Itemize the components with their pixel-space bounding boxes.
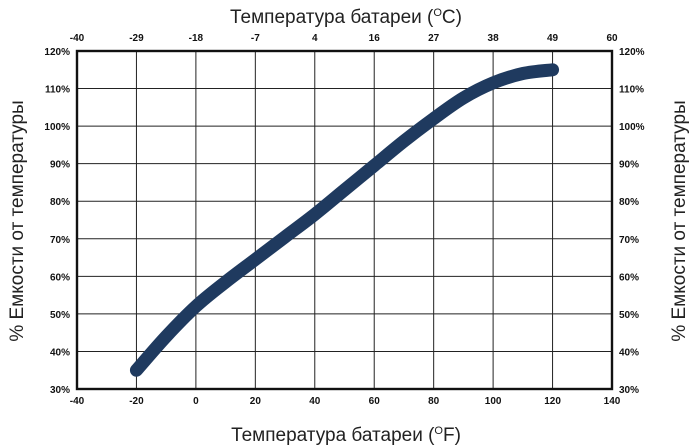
x2-tick-label: 49 xyxy=(547,33,559,44)
x-tick-label: 120 xyxy=(544,396,561,407)
x2-tick-label: -29 xyxy=(129,33,144,44)
y2-tick-label: 30% xyxy=(619,385,639,396)
x-tick-label: 100 xyxy=(485,396,502,407)
x-tick-label: 60 xyxy=(369,396,381,407)
y2-tick-label: 80% xyxy=(619,197,639,208)
tick-labels: -40 -20 0 20 40 60 80 100 120 140 -40 -29 -18 -7 4 16 27… xyxy=(44,33,644,407)
y-axis-title: % Емкости от температуры xyxy=(7,100,28,341)
y-tick-label: 40% xyxy=(50,347,70,358)
x-tick-label: -40 xyxy=(70,396,85,407)
x2-tick-label: 27 xyxy=(428,33,440,44)
y2-tick-label: 60% xyxy=(619,272,639,283)
x2-tick-label: -7 xyxy=(251,33,260,44)
y-tick-label: 80% xyxy=(50,197,70,208)
y2-tick-label: 110% xyxy=(619,85,644,96)
y-tick-label: 90% xyxy=(50,160,70,171)
x2-axis-title: Температура батареи (OC) xyxy=(230,7,462,28)
x-tick-label: 140 xyxy=(604,396,621,407)
y-tick-label: 110% xyxy=(45,85,70,96)
x2-tick-label: 4 xyxy=(312,33,318,44)
x-tick-label: -20 xyxy=(129,396,144,407)
x2-tick-label: 16 xyxy=(369,33,381,44)
y2-axis-title: % Емкости от температуры xyxy=(669,100,690,341)
y-tick-label: 60% xyxy=(50,272,70,283)
y2-tick-label: 90% xyxy=(619,160,639,171)
y-tick-label: 100% xyxy=(44,122,70,133)
x-tick-label: 40 xyxy=(309,396,321,407)
y-tick-label: 50% xyxy=(50,310,70,321)
y2-tick-label: 40% xyxy=(619,347,639,358)
y2-tick-label: 70% xyxy=(619,235,639,246)
x2-tick-label: -40 xyxy=(70,33,85,44)
x-tick-label: 20 xyxy=(250,396,262,407)
y-tick-label: 70% xyxy=(50,235,70,246)
y-tick-label: 30% xyxy=(50,385,70,396)
y2-tick-label: 120% xyxy=(619,47,645,58)
x-tick-label: 0 xyxy=(193,396,199,407)
x-axis-title: Температура батареи (OF) xyxy=(231,425,461,445)
x2-tick-label: -18 xyxy=(189,33,204,44)
x2-tick-label: 38 xyxy=(488,33,500,44)
x-tick-label: 80 xyxy=(428,396,440,407)
series-line xyxy=(136,70,552,370)
x2-tick-label: 60 xyxy=(606,33,618,44)
y-tick-label: 120% xyxy=(44,47,70,58)
series-layer xyxy=(136,70,552,370)
y2-tick-label: 50% xyxy=(619,310,639,321)
y2-tick-label: 100% xyxy=(619,122,645,133)
